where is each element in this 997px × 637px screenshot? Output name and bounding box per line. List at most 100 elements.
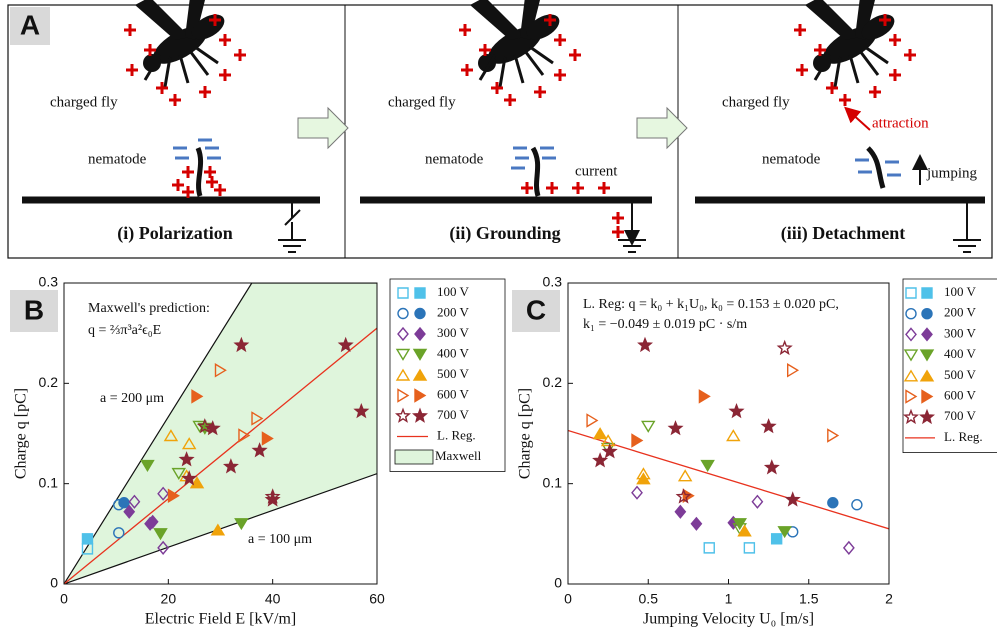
label: jumping — [926, 165, 978, 181]
band-lower — [64, 473, 377, 584]
plus-sign — [214, 184, 226, 196]
panel-frame — [7, 4, 993, 259]
data-point — [743, 542, 756, 554]
plus-sign — [206, 176, 218, 188]
plus-sign — [209, 14, 221, 26]
data-point — [128, 494, 141, 509]
data-point — [163, 429, 179, 442]
plus-sign — [144, 44, 156, 56]
data-point — [787, 363, 800, 378]
plus-sign — [204, 166, 216, 178]
charges — [124, 14, 916, 238]
y-tick-label: 0 — [50, 575, 58, 591]
legend-marker — [394, 407, 412, 423]
legend-marker — [905, 287, 917, 299]
plus-sign — [904, 49, 916, 61]
x-tick-label: 40 — [265, 591, 281, 607]
label: nematode — [762, 151, 821, 167]
plus-sign — [172, 179, 184, 191]
data-point — [157, 486, 170, 501]
data-point — [167, 488, 180, 503]
legend-marker — [397, 287, 409, 299]
legend-label: 100 V — [437, 284, 470, 299]
label: nematode — [88, 151, 147, 167]
legend-swatch — [394, 449, 434, 465]
plus-sign — [182, 166, 194, 178]
data-point — [251, 411, 264, 426]
data-point — [636, 472, 651, 485]
x-tick-label: 1.5 — [799, 591, 819, 607]
chart: 0 20 40 60 0 0.1 0.2 0.3 Electric Field E [kV/m]… — [10, 274, 506, 628]
plus-sign — [126, 64, 138, 76]
label: nematode — [425, 151, 484, 167]
data-point — [703, 542, 715, 554]
legend-label: 500 V — [944, 367, 977, 382]
data-point — [146, 514, 159, 529]
data-point — [234, 518, 249, 531]
caption: (iii) Detachment — [781, 223, 905, 244]
data-point — [586, 413, 599, 428]
plot-area — [64, 283, 377, 584]
arrow — [636, 106, 688, 150]
plus-sign — [814, 44, 826, 56]
ground-symbol — [278, 200, 306, 253]
data-point — [851, 499, 863, 511]
data-point — [592, 427, 608, 440]
plus-sign — [521, 182, 533, 194]
y-tick-label: 0.3 — [39, 274, 59, 290]
nematode — [195, 147, 204, 197]
legend-marker — [414, 388, 427, 403]
y-axis-label: Charge q [pC] — [13, 388, 30, 479]
annotation: L. Reg: q = k₀ + k₁U₀, k₀ = 0.153 ± 0.02… — [583, 297, 839, 312]
data-point — [157, 540, 170, 555]
fly — [803, 0, 901, 89]
data-point — [675, 488, 692, 504]
legend-marker — [414, 307, 426, 320]
data-point — [784, 491, 801, 507]
legend-label: 600 V — [944, 387, 977, 402]
data-point — [637, 336, 653, 353]
plus-sign — [156, 82, 168, 94]
data-point — [171, 467, 187, 480]
data-point — [641, 420, 656, 433]
plus-sign — [504, 94, 516, 106]
data-point — [123, 504, 136, 519]
plus-sign — [889, 69, 901, 81]
y-tick-label: 0.2 — [39, 374, 59, 390]
annotation: Maxwell's prediction: — [88, 301, 210, 316]
x-tick-label: 60 — [369, 591, 385, 607]
data-point — [196, 418, 213, 434]
data-point — [827, 428, 840, 443]
legend-marker — [905, 308, 917, 320]
data-point — [261, 431, 274, 446]
legend-label: 300 V — [437, 325, 470, 340]
data-point — [214, 363, 227, 378]
plus-sign — [869, 86, 881, 98]
letter-box — [10, 290, 58, 332]
x-axis-label: Jumping Velocity U₀ [m/s] — [643, 611, 814, 628]
plus-sign — [491, 82, 503, 94]
legend-label: 700 V — [944, 408, 977, 423]
data-point — [690, 516, 703, 531]
panel-a: A charged fly nematode (i) Polarization … — [7, 0, 993, 259]
legend-label: 400 V — [944, 346, 977, 361]
y-tick-label: 0.2 — [543, 374, 563, 390]
legend-marker — [921, 287, 933, 299]
fly — [468, 0, 566, 89]
data-point — [631, 433, 644, 448]
annotation: k₁ = −0.049 ± 0.019 pC · s/m — [583, 317, 747, 332]
regression-line — [64, 327, 377, 584]
annotation: a = 200 μm — [100, 391, 164, 406]
legend-marker — [921, 389, 934, 404]
annotation: a = 100 μm — [248, 532, 312, 547]
data-point — [601, 443, 618, 459]
x-axis-label: Electric Field E [kV/m] — [145, 611, 297, 628]
data-point — [118, 497, 130, 509]
data-point — [178, 451, 195, 467]
data-point — [677, 469, 693, 482]
legend-marker — [921, 308, 933, 320]
data-point — [777, 526, 792, 539]
plus-sign — [544, 14, 556, 26]
